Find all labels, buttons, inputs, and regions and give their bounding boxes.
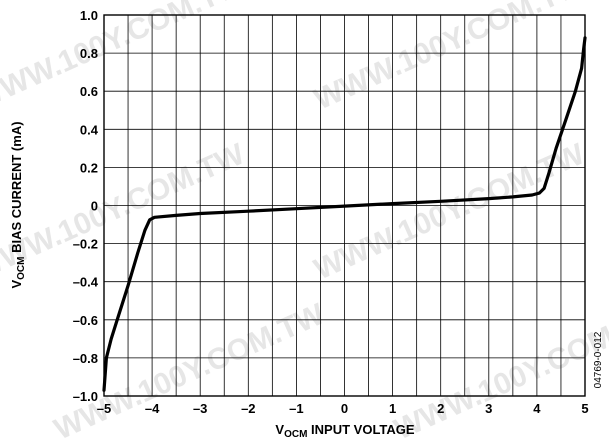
y-tick-label: 1.0 xyxy=(80,8,98,23)
x-tick-label: –1 xyxy=(289,401,303,416)
y-tick-label: 0.8 xyxy=(80,46,98,61)
y-tick-label: 0 xyxy=(91,199,98,214)
y-tick-label: 0.4 xyxy=(80,122,99,137)
y-tick-label: –0.4 xyxy=(73,275,99,290)
watermark-text: WWW.100Y.COM.TW xyxy=(309,137,589,286)
plot-frame xyxy=(103,14,586,397)
y-tick-labels: 1.0 0.8 0.6 0.4 0.2 0 –0.2 –0.4 –0.6 –0.8 –1.0 xyxy=(73,8,99,404)
y-tick-label: –0.8 xyxy=(73,351,98,366)
bias-current-curve xyxy=(102,36,587,392)
x-tick-label: 4 xyxy=(533,401,541,416)
y-tick-label: –0.2 xyxy=(73,237,98,252)
x-tick-label: –4 xyxy=(145,401,160,416)
x-tick-labels: –5 –4 –3 –2 –1 0 1 2 3 4 5 xyxy=(97,401,589,416)
y-tick-label: –1.0 xyxy=(73,389,98,404)
x-axis-title: VOCM INPUT VOLTAGE xyxy=(275,422,414,440)
x-tick-label: –3 xyxy=(193,401,207,416)
x-tick-label: 1 xyxy=(389,401,396,416)
watermark-text: WWW.100Y.COM.TW xyxy=(0,0,250,116)
x-tick-label: 2 xyxy=(437,401,444,416)
x-tick-label: 0 xyxy=(341,401,348,416)
y-tick-label: 0.2 xyxy=(80,160,98,175)
x-tick-label: 3 xyxy=(485,401,492,416)
x-tick-label: 5 xyxy=(581,401,588,416)
grid-lines xyxy=(104,15,585,396)
watermark-text: WWW.100Y.COM.TW xyxy=(389,297,609,443)
y-tick-label: 0.6 xyxy=(80,84,98,99)
x-tick-label: –5 xyxy=(97,401,111,416)
x-tick-label: –2 xyxy=(241,401,255,416)
watermark-text: WWW.100Y.COM.TW xyxy=(309,0,589,116)
y-axis-title: VOCM BIAS CURRENT (mA) xyxy=(9,121,27,288)
y-tick-label: –0.6 xyxy=(73,313,98,328)
figure-code: 04769-0-012 xyxy=(593,331,604,388)
